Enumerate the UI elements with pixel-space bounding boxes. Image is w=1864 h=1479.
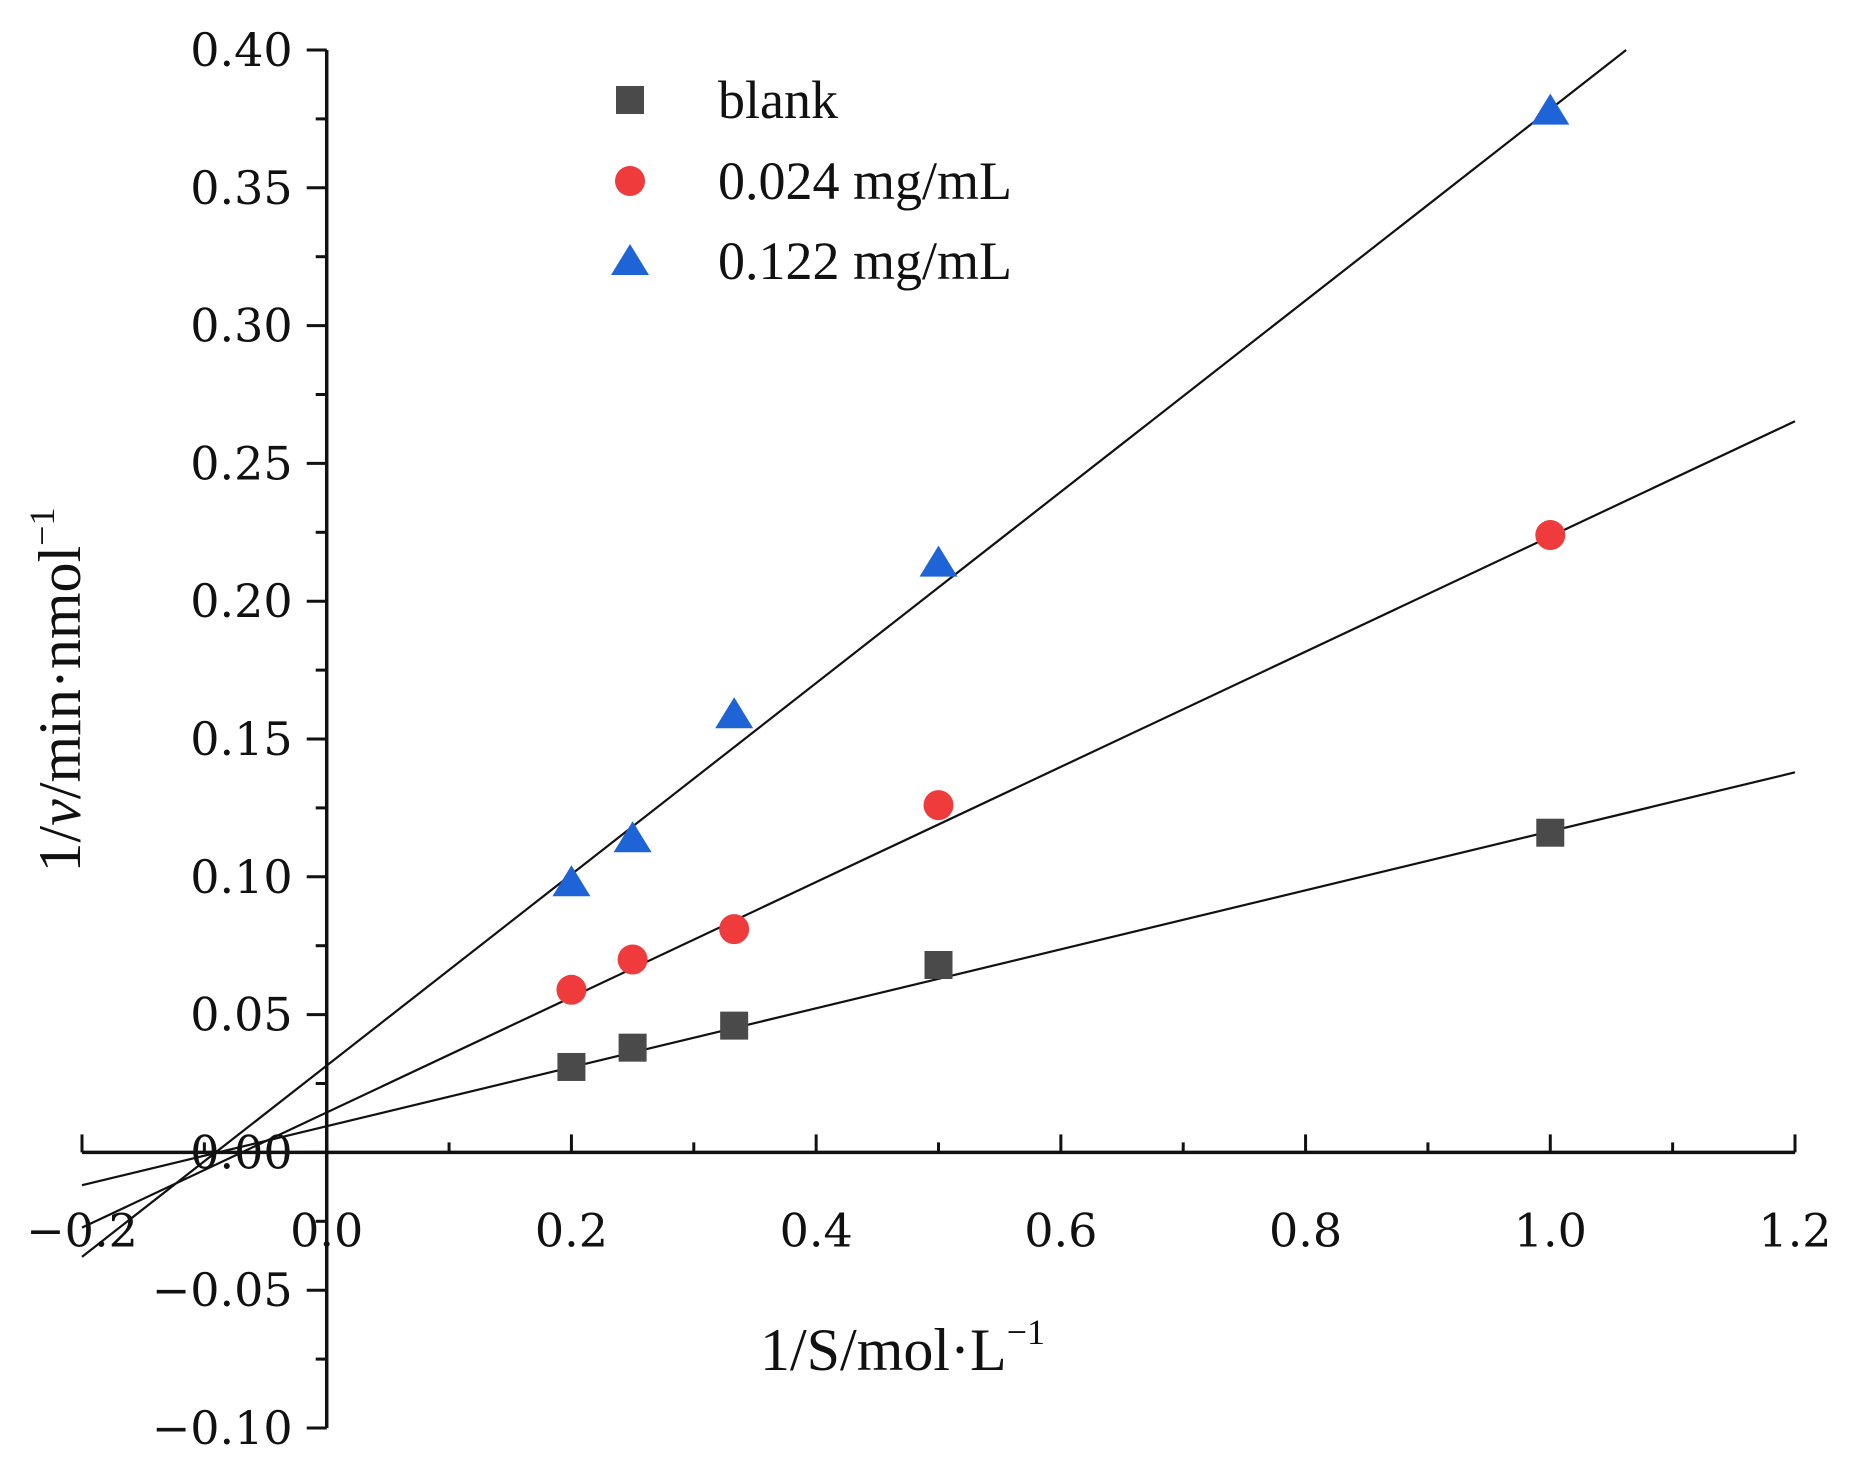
x-tick-label: 0.4 bbox=[780, 1203, 853, 1257]
y-tick-label: 0.40 bbox=[190, 23, 292, 77]
y-tick-label: −0.10 bbox=[152, 1401, 293, 1455]
data-point bbox=[1536, 818, 1565, 847]
ticks bbox=[80, 48, 1797, 1430]
y-tick-label: 0.30 bbox=[190, 299, 292, 353]
x-tick-label: 1.0 bbox=[1514, 1203, 1587, 1257]
x-tick-label: 0.2 bbox=[535, 1203, 608, 1257]
data-point bbox=[552, 865, 591, 897]
data-point bbox=[919, 545, 958, 577]
data-point bbox=[613, 821, 652, 853]
y-tick-label: 0.25 bbox=[190, 436, 292, 490]
y-tick-label: 0.35 bbox=[190, 161, 292, 215]
x-tick-label: 0.6 bbox=[1024, 1203, 1097, 1257]
data-point bbox=[715, 697, 754, 729]
data-point bbox=[719, 914, 750, 945]
y-tick-label: 0.10 bbox=[190, 850, 292, 904]
y-tick-label: −0.05 bbox=[152, 1263, 293, 1317]
x-tick-label: 0.0 bbox=[290, 1203, 363, 1257]
fit-line bbox=[81, 420, 1796, 1229]
tick-labels: −0.2 0.0 0.2 0.4 0.6 0.8 1.0 1.2 −0.10 −0.05 0.00 0… bbox=[26, 23, 1831, 1455]
legend-marker bbox=[616, 86, 644, 114]
data-point bbox=[923, 790, 954, 821]
legend-label-0-024: 0.024 mg/mL bbox=[718, 151, 1012, 211]
y-axis-title: 1/v/min·nmol−1 bbox=[22, 508, 93, 873]
y-tick-label: 0.20 bbox=[190, 574, 292, 628]
legend-label-blank: blank bbox=[718, 70, 838, 130]
data-point bbox=[617, 944, 648, 975]
data-point bbox=[557, 1052, 586, 1081]
fit-line bbox=[81, 49, 1627, 1258]
data-point bbox=[618, 1033, 647, 1062]
legend-label-0-122: 0.122 mg/mL bbox=[718, 231, 1012, 291]
data-point bbox=[1535, 520, 1566, 551]
legend-markers bbox=[611, 86, 649, 275]
data-points bbox=[552, 93, 1570, 1081]
data-point bbox=[1531, 93, 1570, 125]
x-tick-label: 1.2 bbox=[1758, 1203, 1831, 1257]
x-axis-title: 1/S/mol·L−1 bbox=[760, 1312, 1045, 1383]
legend-marker bbox=[615, 166, 645, 196]
y-tick-label: 0.05 bbox=[190, 988, 292, 1042]
y-tick-label: 0.15 bbox=[190, 712, 292, 766]
legend-marker bbox=[611, 244, 649, 275]
x-tick-label: −0.2 bbox=[26, 1203, 138, 1257]
legend: blank 0.024 mg/mL 0.122 mg/mL bbox=[611, 70, 1012, 291]
y-tick-label: 0.00 bbox=[190, 1125, 292, 1179]
data-point bbox=[720, 1011, 749, 1040]
data-point bbox=[924, 950, 953, 979]
x-tick-label: 0.8 bbox=[1269, 1203, 1342, 1257]
data-point bbox=[556, 974, 587, 1005]
